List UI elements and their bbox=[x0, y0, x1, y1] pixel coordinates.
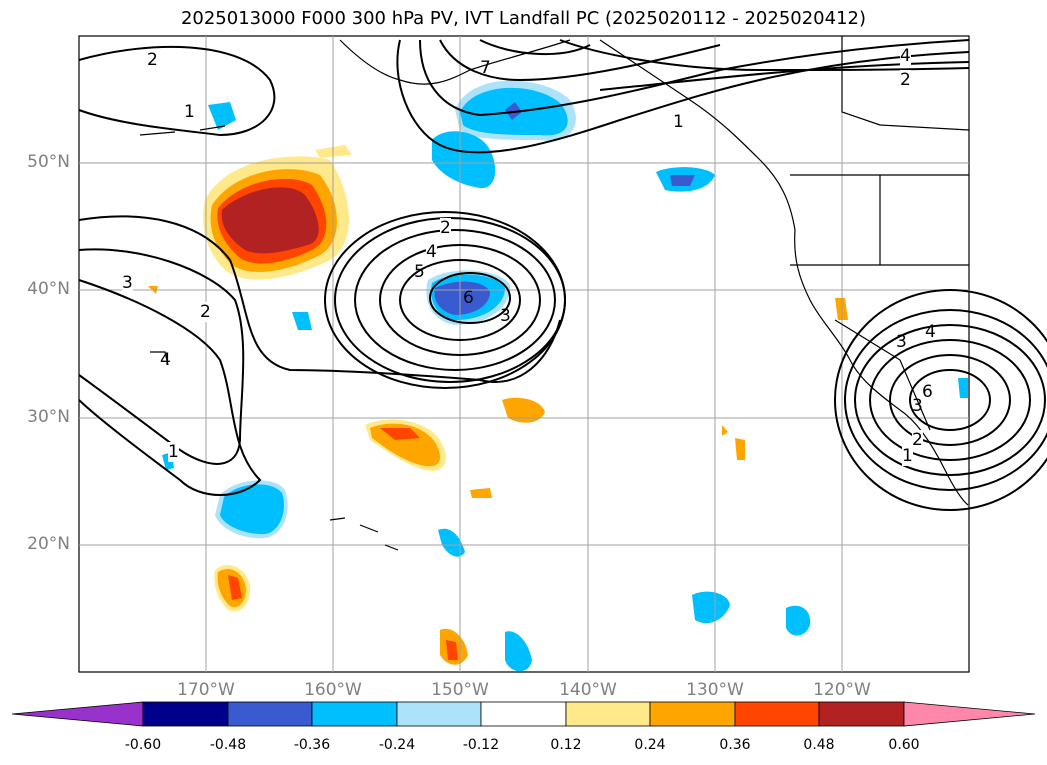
colorbar-tick-label: -0.24 bbox=[378, 737, 416, 753]
lon-label: 140°W bbox=[559, 680, 617, 700]
contour-label: 4 bbox=[160, 350, 171, 370]
colorbar-tick-label: -0.60 bbox=[124, 737, 162, 753]
colorbar-tick-label: 0.12 bbox=[550, 737, 582, 753]
colorbar-tick-label: 0.36 bbox=[719, 737, 751, 753]
positive-anomaly-region bbox=[221, 187, 319, 254]
colorbar bbox=[11, 701, 1036, 727]
contour-label: 7 bbox=[480, 58, 491, 78]
lat-label: 40°N bbox=[27, 279, 70, 299]
contour-label: 2 bbox=[200, 302, 211, 322]
contour-label: 1 bbox=[184, 102, 195, 122]
pv-contours bbox=[78, 39, 1047, 511]
contour-label: 4 bbox=[426, 242, 437, 262]
map-title: 2025013000 F000 300 hPa PV, IVT Landfall… bbox=[180, 8, 867, 29]
graticule bbox=[79, 36, 969, 672]
contour-label: 3 bbox=[500, 306, 511, 326]
lon-label: 160°W bbox=[304, 680, 362, 700]
map-frame bbox=[78, 35, 970, 673]
contour-label: 2 bbox=[440, 218, 451, 238]
lat-label: 20°N bbox=[27, 534, 70, 554]
colorbar-tick-label: -0.48 bbox=[209, 737, 247, 753]
colorbar-tick-label: -0.36 bbox=[293, 737, 331, 753]
lon-label: 150°W bbox=[431, 680, 489, 700]
colorbar-tick-label: 0.60 bbox=[888, 737, 920, 753]
contour-label: 5 bbox=[414, 262, 425, 282]
contour-label: 1 bbox=[902, 446, 913, 466]
lat-label: 50°N bbox=[27, 152, 70, 172]
contour-label: 1 bbox=[168, 442, 179, 462]
coastlines bbox=[139, 36, 970, 551]
contour-label: 3 bbox=[896, 332, 907, 352]
colorbar-tick-label: -0.12 bbox=[462, 737, 500, 753]
contour-label: 4 bbox=[900, 46, 911, 66]
contour-label: 4 bbox=[925, 322, 936, 342]
colorbar-extend-high bbox=[903, 701, 1036, 727]
lat-label: 30°N bbox=[27, 407, 70, 427]
lon-label: 130°W bbox=[686, 680, 744, 700]
colorbar-tick-label: 0.48 bbox=[803, 737, 835, 753]
contour-label: 2 bbox=[900, 70, 911, 90]
contour-label: 3 bbox=[122, 273, 133, 293]
colorbar-tick-label: 0.24 bbox=[634, 737, 666, 753]
contour-label: 6 bbox=[922, 382, 933, 402]
contour-label: 6 bbox=[463, 288, 474, 308]
lon-label: 170°W bbox=[177, 680, 235, 700]
contour-label: 1 bbox=[673, 112, 684, 132]
contour-label: 2 bbox=[147, 50, 158, 70]
contour-label: 2 bbox=[912, 430, 923, 450]
lon-label: 120°W bbox=[813, 680, 871, 700]
contour-label: 3 bbox=[912, 396, 923, 416]
